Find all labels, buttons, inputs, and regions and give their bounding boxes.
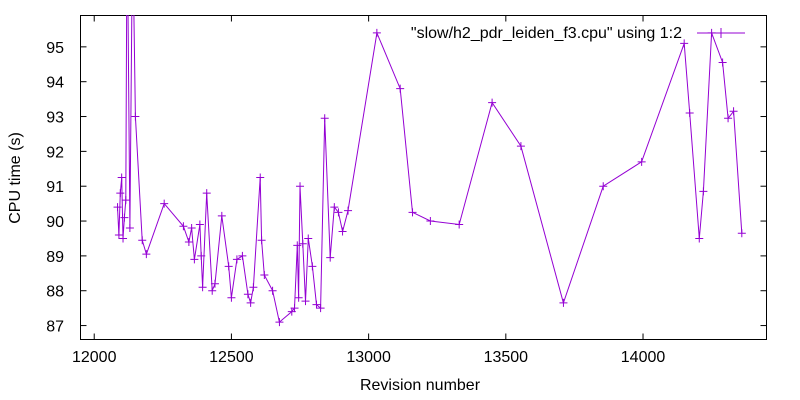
- plot-border: [80, 15, 767, 340]
- data-point: [330, 203, 339, 212]
- y-tick-label: 87: [46, 319, 64, 336]
- data-point: [637, 157, 646, 166]
- data-point: [294, 293, 303, 302]
- data-point: [455, 220, 464, 229]
- tick-labels: 12000 12500 13000 13500 14000 87 88 89 90 91 92 93 9…: [46, 40, 665, 366]
- data-point: [338, 227, 347, 236]
- data-point: [296, 182, 305, 191]
- data-point: [320, 114, 329, 123]
- data-point: [232, 255, 241, 264]
- data-point: [117, 173, 126, 182]
- data-point: [308, 262, 317, 271]
- data-point: [312, 300, 321, 309]
- data-point: [138, 236, 147, 245]
- data-point: [316, 304, 325, 313]
- data-point: [256, 173, 265, 182]
- data-point: [275, 318, 284, 327]
- data-point: [190, 255, 199, 264]
- data-point: [121, 196, 130, 205]
- data-point: [685, 109, 694, 118]
- data-point: [142, 250, 151, 259]
- data-point: [187, 224, 196, 233]
- data-point: [114, 230, 123, 239]
- data-point: [699, 187, 708, 196]
- data-point: [243, 290, 252, 299]
- y-tick-label: 88: [46, 284, 64, 301]
- data-point: [408, 208, 417, 217]
- data-point: [113, 203, 122, 212]
- data-point: [160, 199, 169, 208]
- data-point: [599, 182, 608, 191]
- data-point: [116, 189, 125, 198]
- data-point: [298, 239, 307, 248]
- data-point: [559, 298, 568, 307]
- x-tick-label: 14000: [621, 349, 666, 366]
- data-point: [680, 39, 689, 48]
- data-point: [326, 253, 335, 262]
- data-point: [131, 112, 140, 121]
- data-point: [695, 234, 704, 243]
- y-tick-label: 94: [46, 75, 64, 92]
- x-tick-label: 13000: [346, 349, 391, 366]
- data-point: [372, 28, 381, 37]
- data-point: [246, 298, 255, 307]
- data-point: [260, 271, 269, 280]
- data-point: [724, 114, 733, 123]
- data-point: [396, 84, 405, 93]
- data-point: [210, 279, 219, 288]
- data-point: [217, 211, 226, 220]
- x-tick-label: 12000: [72, 349, 117, 366]
- data-point: [184, 237, 193, 246]
- data-point: [179, 222, 188, 231]
- x-tick-label: 12500: [209, 349, 254, 366]
- y-tick-label: 90: [46, 214, 64, 231]
- data-point: [120, 213, 129, 222]
- data-point: [224, 262, 233, 271]
- legend: "slow/h2_pdr_leiden_f3.cpu" using 1:2: [411, 25, 745, 42]
- data-point: [301, 297, 310, 306]
- data-point: [488, 98, 497, 107]
- x-axis-label: Revision number: [360, 377, 481, 394]
- y-axis-label: CPU time (s): [7, 132, 24, 224]
- data-point: [227, 293, 236, 302]
- data-point: [208, 286, 217, 295]
- ticks: [80, 15, 767, 340]
- legend-label: "slow/h2_pdr_leiden_f3.cpu" using 1:2: [411, 25, 682, 42]
- data-point: [268, 286, 277, 295]
- data-point: [257, 236, 266, 245]
- data-point: [197, 251, 206, 260]
- data-point: [198, 283, 207, 292]
- legend-marker: [716, 28, 726, 38]
- y-tick-label: 95: [46, 40, 64, 57]
- x-tick-label: 13500: [484, 349, 529, 366]
- data-point: [737, 229, 746, 238]
- series: [113, 15, 746, 327]
- data-point: [304, 234, 313, 243]
- data-point: [249, 283, 258, 292]
- data-point: [426, 217, 435, 226]
- data-point: [344, 206, 353, 215]
- y-tick-label: 91: [46, 179, 64, 196]
- data-point: [202, 189, 211, 198]
- data-point: [290, 304, 299, 313]
- y-tick-label: 92: [46, 144, 64, 161]
- data-point: [334, 208, 343, 217]
- data-point: [238, 251, 247, 260]
- y-tick-label: 89: [46, 249, 64, 266]
- data-point: [516, 142, 525, 151]
- data-point: [195, 220, 204, 229]
- y-tick-label: 93: [46, 110, 64, 127]
- data-point: [729, 107, 738, 116]
- data-point: [125, 224, 134, 233]
- data-point: [293, 241, 302, 250]
- series-line: [117, 15, 743, 324]
- data-point: [718, 58, 727, 67]
- data-point: [119, 234, 128, 243]
